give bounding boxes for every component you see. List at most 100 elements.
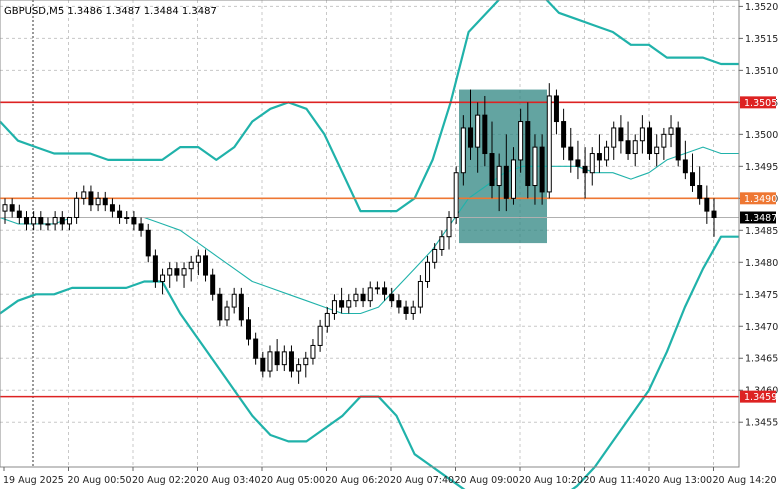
candle-body xyxy=(410,306,416,314)
candle-body xyxy=(489,153,495,187)
y-tick-label: 1.3500 xyxy=(745,130,778,141)
candle-body xyxy=(260,357,266,372)
candle-body xyxy=(475,114,481,148)
level-label-bg xyxy=(740,390,776,403)
candle-body xyxy=(224,306,230,321)
candle-body xyxy=(468,127,474,148)
level-label: 1.3459 xyxy=(744,392,777,403)
candle-body xyxy=(682,159,688,174)
candle-body xyxy=(317,325,323,346)
time-axis: 19 Aug 2025 20 Aug 00:50 20 Aug 02:20 20 Au… xyxy=(3,467,777,486)
x-tick-label: 20 Aug 07:40 xyxy=(390,475,454,486)
candle-body xyxy=(74,197,80,219)
y-tick-label: 1.3510 xyxy=(745,66,778,77)
x-tick-label: 19 Aug 2025 xyxy=(3,475,64,486)
candle-body xyxy=(604,146,610,161)
candle-body xyxy=(417,280,423,308)
candle-body xyxy=(453,172,459,219)
x-tick-label: 20 Aug 11:40 xyxy=(584,475,648,486)
candle-body xyxy=(253,338,259,359)
candle-body xyxy=(195,255,201,263)
candle-body xyxy=(589,153,595,174)
candle-body xyxy=(668,127,674,135)
candle-body xyxy=(446,217,452,238)
candle-body xyxy=(138,223,144,231)
candle-body xyxy=(353,293,359,302)
candle-body xyxy=(510,159,516,199)
candle-body xyxy=(238,293,244,321)
candle-body xyxy=(310,344,316,359)
candle-body xyxy=(109,204,115,212)
x-tick-label: 20 Aug 09:00 xyxy=(455,475,519,486)
level-label: 1.3490 xyxy=(744,194,777,205)
x-tick-label: 20 Aug 02:20 xyxy=(132,475,196,486)
x-tick-label: 20 Aug 13:00 xyxy=(648,475,712,486)
candle-body xyxy=(525,121,531,187)
x-tick-label: 20 Aug 00:50 xyxy=(68,475,132,486)
candle-body xyxy=(281,351,287,366)
candle-body xyxy=(52,217,58,225)
candle-body xyxy=(38,217,44,225)
candle-body xyxy=(546,95,552,193)
y-tick-label: 1.3480 xyxy=(745,258,778,269)
candle-body xyxy=(360,293,366,302)
candle-body xyxy=(296,364,302,372)
candle-body xyxy=(346,300,352,308)
y-tick-label: 1.3485 xyxy=(745,226,778,237)
candle-body xyxy=(303,357,309,366)
candle-body xyxy=(553,95,559,123)
candle-body xyxy=(181,268,187,276)
candle-body xyxy=(690,172,696,187)
candle-body xyxy=(95,197,101,206)
chart-grid xyxy=(0,0,739,467)
bollinger-lower xyxy=(0,235,739,489)
current-price-label: 1.3487 xyxy=(744,213,777,224)
candle-body xyxy=(496,165,502,187)
x-tick-label: 20 Aug 05:00 xyxy=(261,475,325,486)
level-label: 1.3505 xyxy=(744,98,777,109)
price-labels: 1.3505 1.3490 1.3459 1.3487 xyxy=(740,96,777,403)
candle-body xyxy=(596,153,602,161)
y-tick-label: 1.3520 xyxy=(745,2,778,13)
candle-body xyxy=(661,133,667,148)
candle-body xyxy=(374,287,380,290)
horizontal-levels xyxy=(0,101,739,398)
candle-body xyxy=(697,185,703,199)
y-tick-label: 1.3465 xyxy=(745,354,778,365)
candle-body xyxy=(288,351,294,372)
x-tick-label: 20 Aug 14:20 xyxy=(713,475,777,486)
chart-title: GBPUSD,M5 1.3486 1.3487 1.3484 1.3487 xyxy=(4,6,217,17)
x-tick-label: 20 Aug 03:40 xyxy=(197,475,261,486)
candle-body xyxy=(152,255,158,282)
candle-body xyxy=(124,217,130,220)
candle-body xyxy=(654,146,660,155)
candle-body xyxy=(217,293,223,321)
candle-body xyxy=(88,191,94,206)
bollinger-upper xyxy=(0,0,739,213)
y-tick-label: 1.3515 xyxy=(745,34,778,45)
candle-body xyxy=(231,293,237,308)
candle-body xyxy=(339,300,345,308)
candle-body xyxy=(639,127,645,142)
candle-body xyxy=(532,146,538,187)
candle-body xyxy=(403,306,409,314)
candle-body xyxy=(23,217,29,225)
candle-body xyxy=(632,140,638,155)
plot-frame xyxy=(0,0,740,468)
y-tick-label: 1.3475 xyxy=(745,290,778,301)
candle-body xyxy=(568,146,574,161)
y-tick-label: 1.3455 xyxy=(745,418,778,429)
candle-body xyxy=(503,165,509,199)
candle-body xyxy=(160,274,166,282)
candle-body xyxy=(9,204,15,212)
candle-body xyxy=(167,268,173,276)
candle-body xyxy=(618,127,624,142)
y-tick-label: 1.3470 xyxy=(745,322,778,333)
candle-body xyxy=(188,261,194,270)
x-tick-label: 20 Aug 06:20 xyxy=(326,475,390,486)
candle-body xyxy=(575,159,581,167)
y-tick-label: 1.3495 xyxy=(745,162,778,173)
candle-body xyxy=(647,127,653,155)
candle-body xyxy=(245,319,251,340)
